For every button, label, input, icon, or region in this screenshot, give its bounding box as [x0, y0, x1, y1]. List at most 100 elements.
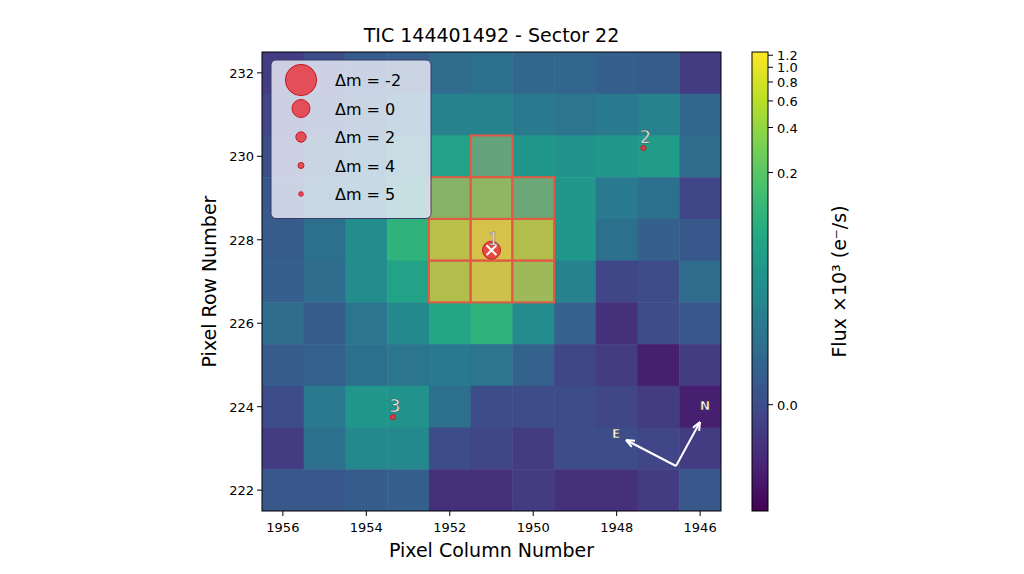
y-axis-label: Pixel Row Number [198, 195, 220, 367]
pixel-cell [638, 302, 680, 344]
pixel-cell [512, 261, 554, 303]
pixel-cell [387, 428, 429, 470]
pixel-cell [304, 219, 346, 261]
colorbar-tick [768, 81, 773, 82]
pixel-cell [596, 302, 638, 344]
x-tick [366, 511, 367, 516]
legend-label: Δm = 4 [335, 157, 395, 176]
pixel-cell [429, 219, 471, 261]
colorbar-tick-label: 0.8 [777, 75, 798, 90]
star-label: 3 [390, 396, 401, 416]
pixel-cell [262, 428, 304, 470]
pixel-cell [471, 135, 513, 177]
pixel-cell [679, 261, 721, 303]
pixel-cell [345, 261, 387, 303]
pixel-cell [262, 219, 304, 261]
pixel-cell [262, 469, 304, 511]
pixel-cell [679, 52, 721, 94]
plot-frame [262, 52, 721, 511]
legend-label: Δm = 5 [335, 185, 395, 204]
pixel-cell [596, 219, 638, 261]
aperture-pixel [429, 219, 471, 261]
y-tick [257, 72, 262, 73]
pixel-cell [596, 94, 638, 136]
y-tick-label: 228 [229, 233, 254, 248]
colorbar-tick-label: 0.2 [777, 166, 798, 181]
pixel-cell [429, 344, 471, 386]
legend-label: Δm = 2 [335, 128, 395, 147]
aperture-pixel [429, 177, 471, 219]
pixel-cell [304, 302, 346, 344]
pixel-cell [679, 302, 721, 344]
pixel-cell [512, 219, 554, 261]
pixel-cell [679, 386, 721, 428]
colorbar-label: Flux ×10³ (e⁻/s) [828, 205, 850, 357]
star-label: 2 [640, 127, 651, 147]
colorbar-tick-label: 0.6 [777, 94, 798, 109]
pixel-cell [471, 52, 513, 94]
pixel-cell [304, 386, 346, 428]
pixel-cell [262, 386, 304, 428]
pixel-cell [387, 261, 429, 303]
x-tick-label: 1952 [433, 520, 466, 535]
compass-arrow [626, 440, 676, 466]
pixel-cell [554, 428, 596, 470]
x-tick-label: 1954 [350, 520, 383, 535]
pixel-cell [471, 428, 513, 470]
y-tick [257, 239, 262, 240]
legend-marker [298, 163, 304, 169]
pixel-cell [554, 344, 596, 386]
pixel-cell [554, 261, 596, 303]
pixel-cell [679, 177, 721, 219]
pixel-cell [596, 177, 638, 219]
pixel-cell [512, 344, 554, 386]
pixel-cell [638, 469, 680, 511]
pixel-cell [471, 469, 513, 511]
pixel-cell [304, 261, 346, 303]
compass-arrowhead [626, 440, 635, 447]
title: TIC 144401492 - Sector 22 [363, 24, 620, 46]
legend-box [271, 60, 431, 219]
aperture-pixel [471, 135, 513, 177]
y-tick-label: 224 [229, 400, 254, 415]
y-tick [257, 323, 262, 324]
pixel-cell [387, 344, 429, 386]
pixel-cell [345, 386, 387, 428]
x-tick [282, 511, 283, 516]
pixel-cell [345, 469, 387, 511]
pixel-cell [429, 94, 471, 136]
pixel-cell [429, 302, 471, 344]
pixel-cell [596, 52, 638, 94]
pixel-cell [304, 344, 346, 386]
pixel-cell [387, 219, 429, 261]
pixel-cell [471, 302, 513, 344]
pixel-cell [387, 469, 429, 511]
pixel-cell [262, 261, 304, 303]
pixel-cell [554, 135, 596, 177]
pixel-cell [596, 135, 638, 177]
pixel-cell [596, 261, 638, 303]
pixel-cell [596, 386, 638, 428]
x-tick [700, 511, 701, 516]
pixel-cell [429, 428, 471, 470]
pixel-cell [512, 135, 554, 177]
compass-arrow [676, 422, 700, 466]
y-tick [257, 156, 262, 157]
pixel-cell [596, 469, 638, 511]
compass-east: E [612, 427, 620, 441]
pixel-cell [429, 386, 471, 428]
legend-marker [285, 64, 316, 95]
pixel-cell [596, 428, 638, 470]
pixel-cell [638, 177, 680, 219]
pixel-cell [429, 177, 471, 219]
aperture-pixel [512, 177, 554, 219]
x-axis-label: Pixel Column Number [389, 539, 594, 561]
pixel-cell [554, 302, 596, 344]
pixel-cell [512, 52, 554, 94]
colorbar-tick [768, 67, 773, 68]
pixel-cell [471, 94, 513, 136]
pixel-cell [345, 344, 387, 386]
plot-area [262, 52, 721, 511]
aperture-pixel [471, 177, 513, 219]
pixel-cell [262, 302, 304, 344]
